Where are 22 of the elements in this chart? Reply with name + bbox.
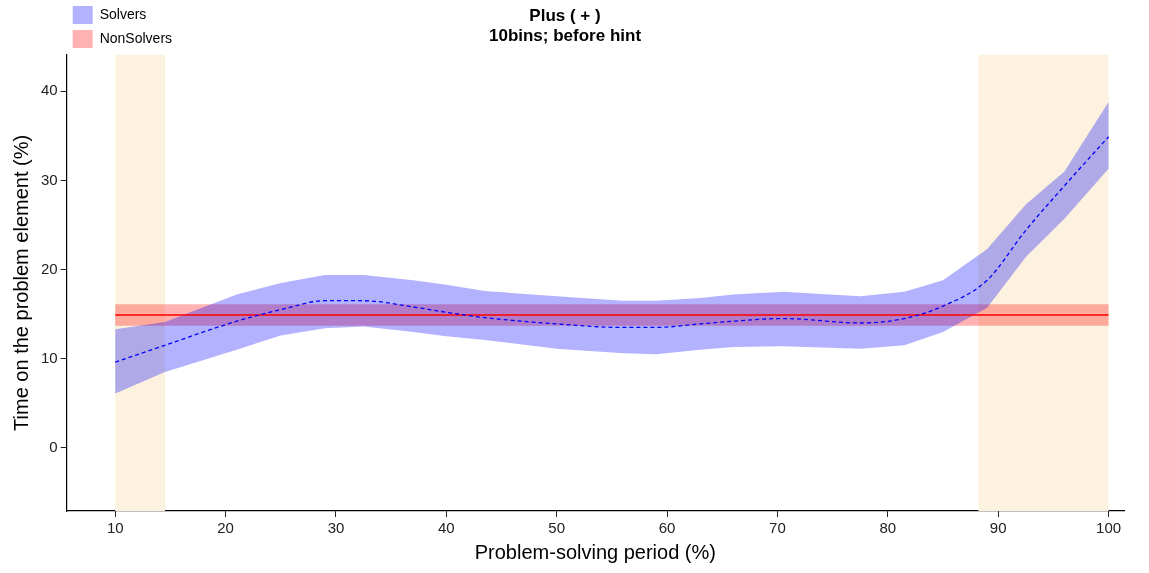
- x-tick-label: 60: [658, 519, 676, 537]
- chart-subtitle: 10bins; before hint: [488, 26, 642, 46]
- x-tick-label: 80: [879, 519, 897, 537]
- legend-label: Solvers: [99, 5, 147, 22]
- x-tick-label: 90: [989, 519, 1007, 537]
- x-tick-label: 40: [438, 519, 455, 537]
- y-tick-label: 0: [49, 437, 58, 455]
- x-axis-title: Problem-solving period (%): [474, 540, 716, 563]
- x-tick-label: 30: [327, 519, 345, 537]
- y-tick-label: 30: [41, 170, 58, 188]
- x-tick-label: 100: [1096, 519, 1122, 537]
- chart-title: Plus ( + ): [529, 5, 601, 25]
- x-tick-label: 20: [217, 519, 234, 537]
- y-tick-label: 20: [41, 259, 58, 277]
- y-tick-label: 10: [41, 348, 58, 366]
- y-axis-title: Time on the problem element (%): [9, 134, 32, 431]
- x-tick-label: 70: [769, 519, 786, 537]
- x-tick-label: 50: [548, 519, 566, 537]
- line-series: [114, 136, 1110, 363]
- y-tick-label: 40: [41, 81, 58, 99]
- x-tick-label: 10: [106, 519, 124, 537]
- legend-label: NonSolvers: [99, 29, 173, 46]
